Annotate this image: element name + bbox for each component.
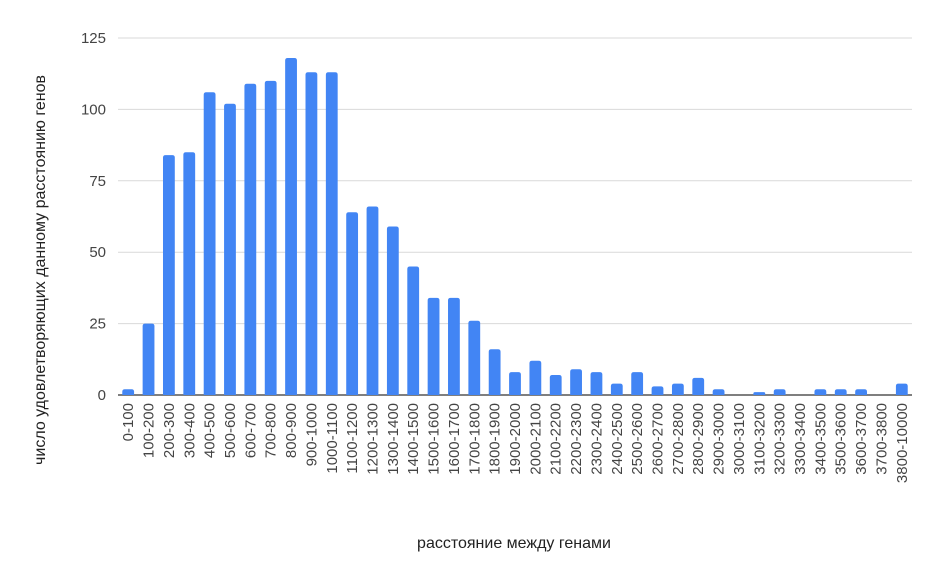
x-tick-label: 1500-1600 <box>426 403 443 475</box>
x-tick-label: 3100-3200 <box>751 403 768 475</box>
bar-100-200 <box>142 323 155 395</box>
y-tick-label: 125 <box>81 30 106 47</box>
x-tick-label: 1300-1400 <box>385 403 402 475</box>
x-tick-label: 400-500 <box>202 403 219 458</box>
x-tick-label: 2200-2300 <box>568 403 585 475</box>
x-tick-label: 2600-2700 <box>650 403 667 475</box>
bar-1500-1600 <box>427 297 440 395</box>
bar-700-800 <box>264 80 277 395</box>
bar-2700-2800 <box>671 383 684 395</box>
gridlines <box>118 37 912 396</box>
bar-1600-1700 <box>448 297 460 395</box>
bar-200-300 <box>162 155 175 395</box>
x-tick-label: 3500-3600 <box>833 403 850 475</box>
x-tick-label: 0-100 <box>120 403 137 441</box>
y-tick-label: 75 <box>89 173 106 190</box>
x-tick-label: 3700-3800 <box>873 403 890 475</box>
bar-900-1000 <box>305 72 318 395</box>
bar-1900-2000 <box>509 372 521 395</box>
x-tick-label: 2700-2800 <box>670 403 687 475</box>
bar-300-400 <box>183 152 196 395</box>
x-tick-label: 2000-2100 <box>527 403 544 475</box>
y-axis-title: число удовлетворяющих данному расстоянию… <box>32 75 49 465</box>
bar-3500-3600 <box>834 389 847 395</box>
x-tick-label: 2100-2200 <box>548 403 565 475</box>
bar-3600-3700 <box>855 389 868 395</box>
bar-1200-1300 <box>366 206 379 395</box>
bar-1300-1400 <box>386 226 399 395</box>
x-tick-label: 600-700 <box>242 403 259 458</box>
x-tick-label: 1900-2000 <box>507 403 524 475</box>
x-tick-label: 200-300 <box>161 403 178 458</box>
bar-3400-3500 <box>814 389 827 395</box>
x-tick-label: 700-800 <box>263 403 280 458</box>
bar-2100-2200 <box>549 375 562 395</box>
y-tick-label: 50 <box>89 244 106 261</box>
x-tick-label: 3300-3400 <box>792 403 809 475</box>
x-tick-label: 1000-1100 <box>324 403 341 474</box>
x-tick-label: 3400-3500 <box>812 403 829 475</box>
x-tick-label: 2500-2600 <box>629 403 646 475</box>
y-axis-ticks: 0 25 50 75 100 125 <box>81 30 106 404</box>
x-tick-label: 800-900 <box>283 403 300 458</box>
x-tick-label: 3000-3100 <box>731 403 748 475</box>
x-tick-label: 1400-1500 <box>405 403 422 475</box>
x-tick-label: 1800-1900 <box>487 403 504 475</box>
x-tick-label: 500-600 <box>222 403 239 458</box>
x-tick-label: 1100-1200 <box>344 403 361 474</box>
bar-0-100 <box>122 389 135 395</box>
bar-1000-1100 <box>325 72 338 395</box>
x-axis-title: расстояние между генами <box>417 535 611 552</box>
bar-1400-1500 <box>407 266 420 395</box>
x-tick-label: 1700-1800 <box>466 403 483 475</box>
bar-500-600 <box>224 103 236 396</box>
bar-3200-3300 <box>773 389 786 395</box>
y-tick-label: 100 <box>81 101 106 118</box>
bar-2600-2700 <box>651 386 664 395</box>
y-tick-label: 0 <box>98 387 106 404</box>
x-tick-label: 3200-3300 <box>772 403 789 475</box>
bar-1100-1200 <box>346 212 359 395</box>
x-tick-label: 2900-3000 <box>711 403 728 475</box>
x-tick-label: 3600-3700 <box>853 403 870 475</box>
x-tick-label: 1200-1300 <box>364 403 381 475</box>
x-tick-label: 300-400 <box>181 403 198 458</box>
bar-1800-1900 <box>488 349 501 395</box>
x-tick-label: 2800-2900 <box>690 403 707 475</box>
bar-2000-2100 <box>529 360 542 395</box>
bar-2500-2600 <box>631 372 644 395</box>
x-tick-label: 1600-1700 <box>446 403 463 475</box>
bar-3800-10000 <box>895 383 908 395</box>
x-tick-label: 100-200 <box>141 403 158 458</box>
bar-800-900 <box>285 57 297 395</box>
bar-600-700 <box>244 83 257 396</box>
bar-2900-3000 <box>712 389 725 395</box>
bar-2400-2500 <box>610 383 623 395</box>
bar-2300-2400 <box>590 372 603 395</box>
bar-400-500 <box>203 92 216 395</box>
x-tick-label: 2400-2500 <box>609 403 626 475</box>
bar-1700-1800 <box>468 320 481 395</box>
bars <box>122 57 908 396</box>
bar-3100-3200 <box>753 392 766 395</box>
x-axis-ticks: 0-100 100-200 200-300 300-400 400-500 500-600… <box>120 403 911 483</box>
bar-2800-2900 <box>692 377 705 395</box>
x-tick-label: 3800-10000 <box>894 403 911 483</box>
x-tick-label: 900-1000 <box>303 403 320 466</box>
x-tick-label: 2300-2400 <box>588 403 605 475</box>
bar-2200-2300 <box>570 369 582 395</box>
y-tick-label: 25 <box>89 316 106 333</box>
